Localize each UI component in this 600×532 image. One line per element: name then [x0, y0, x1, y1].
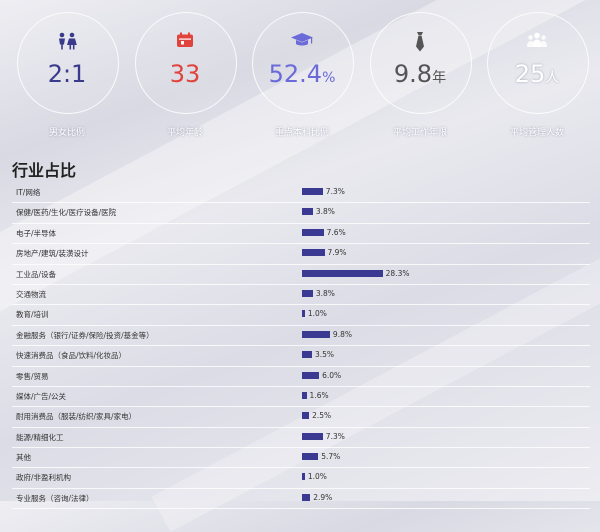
bar: [302, 289, 313, 297]
stat-label: 平均管理人数: [509, 128, 564, 138]
stat-value: 2:1: [47, 60, 87, 88]
category-label: 能源/精细化工: [16, 432, 64, 442]
stat-gender-ratio: 2:1 男女比例: [8, 12, 126, 142]
bar: [302, 453, 319, 461]
stat-label: 平均工作年限: [392, 128, 447, 138]
stat-value: 25人: [514, 60, 560, 88]
category-label: 金融服务（银行/证券/保险/投资/基金等）: [16, 330, 154, 340]
data-label: 7.6%: [326, 227, 346, 237]
stat-average-age: 33 平均年龄: [126, 12, 244, 142]
stat-label: 平均年龄: [166, 128, 203, 138]
industry-bar-chart: IT/网络 7.3% 保健/医药/生化/医疗设备/医院 3.8% 电子/半导体 7.6% 房…: [12, 183, 590, 510]
data-label: 1.0%: [307, 309, 327, 319]
data-label: 7.3%: [325, 187, 345, 196]
table-row: 房地产/建筑/装潢设计 7.9%: [12, 244, 590, 265]
tie-icon: [361, 32, 479, 52]
data-label: 2.9%: [313, 492, 333, 502]
bar: [302, 473, 305, 481]
data-label: 1.6%: [309, 390, 329, 400]
category-label: 房地产/建筑/装潢设计: [16, 249, 89, 259]
category-label: 电子/半导体: [16, 228, 57, 238]
bar: [302, 371, 320, 379]
bar: [302, 493, 311, 501]
stat-value: 52.4%: [268, 60, 336, 88]
data-label: 7.9%: [327, 248, 347, 258]
team-icon: [478, 32, 596, 50]
table-row: 专业服务（咨询/法律） 2.9%: [12, 489, 590, 510]
bar: [302, 269, 383, 277]
table-row: 保健/医药/生化/医疗设备/医院 3.8%: [12, 203, 590, 224]
category-label: 交通物流: [16, 289, 46, 299]
data-label: 3.8%: [315, 288, 335, 298]
stat-key-university-ratio: 52.4% 重点本科比例: [243, 12, 361, 142]
stat-value: 33: [169, 60, 201, 88]
bar: [302, 432, 323, 440]
category-label: 其他: [16, 453, 31, 463]
category-label: 保健/医药/生化/医疗设备/医院: [16, 208, 117, 218]
category-label: IT/网络: [16, 188, 41, 197]
table-row: 零售/贸易 6.0%: [12, 367, 590, 387]
category-label: 快速消费品（食品/饮料/化妆品）: [16, 351, 127, 361]
data-label: 2.5%: [312, 411, 332, 421]
stat-circle: [135, 12, 237, 114]
stat-work-years: 9.8年 平均工作年限: [361, 12, 479, 142]
data-label: 28.3%: [385, 268, 410, 278]
table-row: 其他 5.7%: [12, 448, 590, 469]
stats-panel: 2:1 男女比例 33 平均年龄 52.4% 重点本科比例: [0, 0, 600, 145]
bar: [302, 310, 305, 318]
data-label: 3.8%: [315, 207, 335, 217]
table-row: 教育/培训 1.0%: [12, 305, 590, 326]
stat-circle: [487, 12, 589, 114]
data-label: 9.8%: [332, 329, 352, 339]
table-row: IT/网络 7.3%: [12, 183, 590, 204]
category-label: 政府/非盈利机构: [16, 473, 72, 483]
table-row: 媒体/广告/公关 1.6%: [12, 387, 590, 408]
table-row: 耐用消费品（服装/纺织/家具/家电） 2.5%: [12, 407, 590, 428]
data-label: 3.5%: [314, 350, 335, 360]
graduation-cap-icon: [243, 32, 361, 50]
category-label: 教育/培训: [16, 310, 49, 320]
gender-icon: [8, 32, 126, 50]
stat-label: 男女比例: [48, 128, 85, 138]
table-row: 金融服务（银行/证券/保险/投资/基金等） 9.8%: [12, 326, 590, 347]
table-row: 能源/精细化工 7.3%: [12, 428, 590, 449]
bar: [302, 188, 323, 195]
data-label: 1.0%: [307, 472, 327, 482]
table-row: 快速消费品（食品/饮料/化妆品） 3.5%: [12, 346, 590, 367]
category-label: 媒体/广告/公关: [16, 391, 67, 401]
stat-label: 重点本科比例: [274, 128, 329, 138]
data-label: 7.3%: [325, 431, 345, 441]
table-row: 工业品/设备 28.3%: [12, 265, 590, 285]
table-row: 电子/半导体 7.6%: [12, 224, 590, 245]
bar: [302, 351, 312, 359]
category-label: 专业服务（咨询/法律）: [16, 493, 94, 503]
stat-circle: [17, 12, 119, 114]
stat-circle: [252, 12, 354, 114]
bar: [302, 391, 307, 399]
stat-value: 9.8年: [393, 60, 447, 88]
bar: [302, 330, 330, 338]
bar: [302, 208, 313, 216]
data-label: 5.7%: [321, 452, 341, 462]
table-row: 交通物流 3.8%: [12, 285, 590, 306]
stat-circle: [370, 12, 472, 114]
chart-title: 行业占比: [12, 161, 77, 180]
category-label: 耐用消费品（服装/纺织/家具/家电）: [16, 412, 137, 422]
bar: [302, 412, 310, 420]
category-label: 零售/贸易: [16, 371, 49, 381]
table-row: 政府/非盈利机构 1.0%: [12, 468, 590, 489]
stat-managed-people: 25人 平均管理人数: [478, 12, 596, 142]
bar: [302, 249, 325, 257]
data-label: 6.0%: [322, 370, 342, 380]
category-label: 工业品/设备: [16, 269, 57, 279]
calendar-icon: [126, 32, 244, 50]
bar: [302, 228, 324, 236]
